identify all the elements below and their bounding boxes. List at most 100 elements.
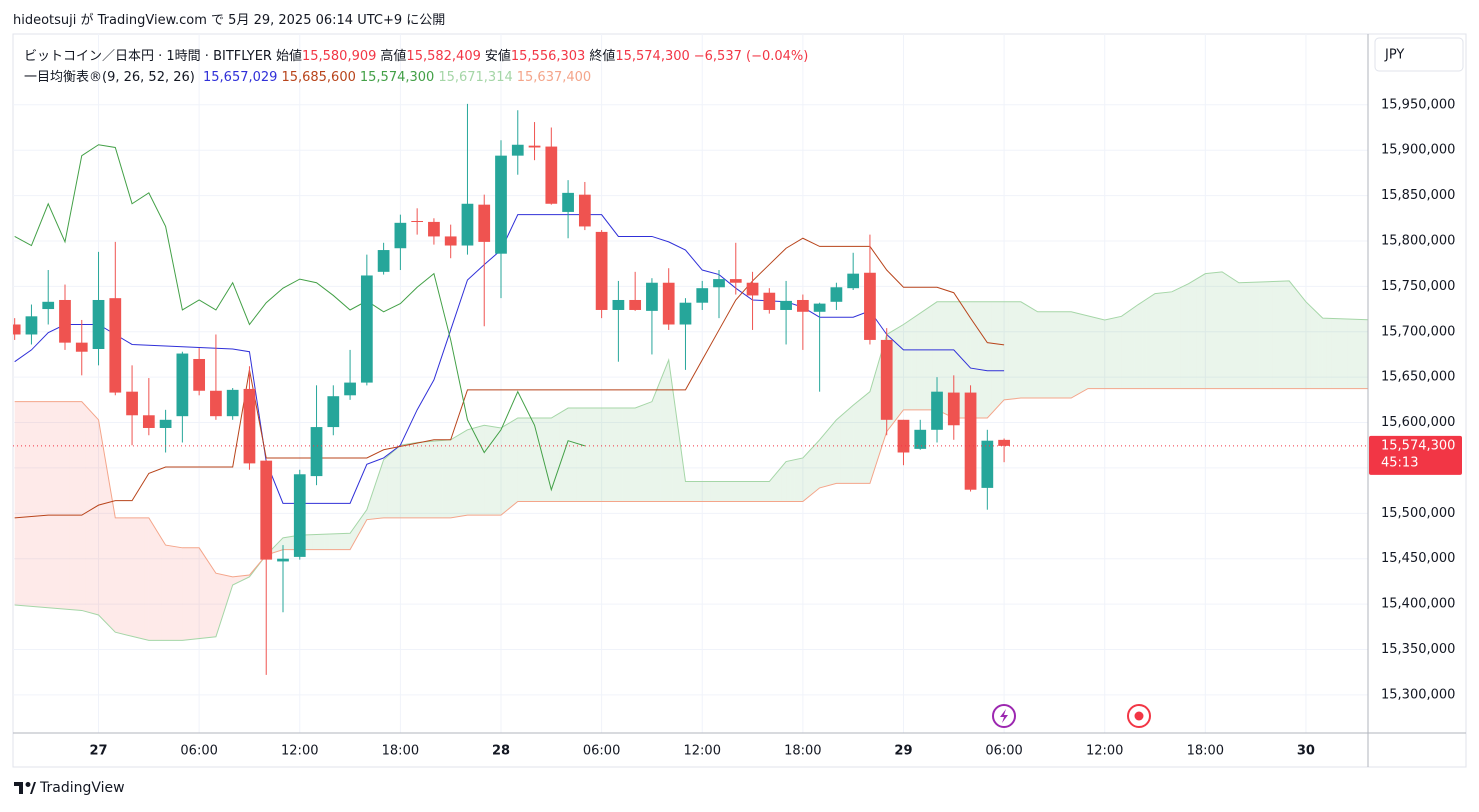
cloud-fill xyxy=(501,425,506,516)
indicator-line xyxy=(14,237,1005,519)
x-tick-label: 18:00 xyxy=(1187,744,1224,759)
cloud-fill xyxy=(341,533,346,550)
cloud-fill xyxy=(459,432,464,517)
cloud-fill xyxy=(1134,304,1139,389)
cloud-fill xyxy=(1226,274,1231,389)
candle-body xyxy=(42,301,55,310)
cloud-fill xyxy=(23,401,28,607)
cloud-fill xyxy=(957,301,963,418)
cloud-fill xyxy=(1259,281,1265,389)
brand: TradingView xyxy=(40,780,125,796)
cloud-fill xyxy=(748,481,753,502)
indicator-params: (9, 26, 52, 26) xyxy=(102,70,195,85)
cloud-fill xyxy=(228,575,233,598)
cloud-fill xyxy=(509,420,514,509)
cloud-fill xyxy=(333,533,338,550)
cloud-fill xyxy=(404,443,409,518)
candle-body xyxy=(713,279,725,288)
candle-body xyxy=(562,192,574,212)
cloud-fill xyxy=(1209,272,1214,389)
y-tick-label: 15,600,000 xyxy=(1381,415,1455,430)
cloud-fill xyxy=(375,472,380,519)
cloud-fill xyxy=(324,534,330,550)
cloud-fill xyxy=(85,406,91,613)
cloud-fill xyxy=(1280,281,1285,389)
candle-body xyxy=(679,302,692,325)
y-tick-label: 15,400,000 xyxy=(1381,597,1455,612)
cloud-fill xyxy=(442,440,447,518)
cloud-fill xyxy=(953,301,958,418)
candle-body xyxy=(612,299,625,310)
cloud-fill xyxy=(1272,281,1277,389)
cloud-fill xyxy=(1196,276,1202,389)
candle-body xyxy=(511,144,524,156)
cloud-fill xyxy=(127,517,133,637)
change: −6,537 (−0.04%) xyxy=(693,49,809,64)
y-tick-label: 15,350,000 xyxy=(1381,642,1455,657)
candle-body xyxy=(813,303,826,312)
cloud-fill xyxy=(1343,318,1348,389)
indicator-line xyxy=(14,214,1005,504)
x-tick-label: 30 xyxy=(1297,744,1315,759)
cloud-fill xyxy=(492,426,497,516)
currency-button[interactable] xyxy=(1374,37,1464,72)
cloud-fill xyxy=(983,301,988,418)
cloud-fill xyxy=(857,398,862,484)
cloud-fill xyxy=(119,517,124,635)
candle-body xyxy=(428,221,440,237)
cloud-fill xyxy=(903,321,908,410)
cloud-fill xyxy=(467,428,472,516)
cloud-fill xyxy=(132,517,137,638)
cloud-fill xyxy=(1155,293,1160,389)
cloud-fill xyxy=(874,363,879,471)
x-tick-label: 29 xyxy=(894,744,912,759)
cloud-fill xyxy=(408,443,413,518)
cloud-fill xyxy=(111,493,116,633)
cloud-fill xyxy=(1352,319,1357,389)
candle-body xyxy=(830,287,843,302)
cloud-fill xyxy=(672,390,678,502)
y-tick-label: 15,800,000 xyxy=(1381,233,1455,248)
cloud-fill xyxy=(387,452,392,518)
cloud-fill xyxy=(106,468,112,628)
x-tick-label: 28 xyxy=(492,744,510,759)
cloud-fill xyxy=(630,408,636,502)
cloud-fill xyxy=(123,517,128,636)
cloud-fill xyxy=(48,401,53,609)
candle-body xyxy=(696,288,709,303)
event-icon[interactable] xyxy=(992,704,1016,728)
cloud-fill xyxy=(1121,313,1126,389)
cloud-fill xyxy=(1029,306,1034,399)
candle-body xyxy=(796,299,809,312)
cloud-fill xyxy=(1301,296,1306,389)
cloud-fill xyxy=(899,324,904,416)
cloud-fill xyxy=(597,408,602,502)
cloud-fill xyxy=(815,439,820,492)
symbol: ビットコイン／日本円 · 1時間 · BITFLYER xyxy=(24,49,272,64)
ohlc-label: 高値 xyxy=(380,49,407,64)
cloud-fill xyxy=(1146,296,1151,389)
cloud-fill xyxy=(1339,318,1344,389)
cloud-fill xyxy=(463,429,468,516)
cloud-fill xyxy=(136,517,141,639)
cloud-fill xyxy=(1230,277,1235,389)
cloud-fill xyxy=(593,408,598,502)
cloud-fill xyxy=(1264,281,1269,389)
cloud-fill xyxy=(693,481,699,502)
event-icon[interactable] xyxy=(1127,704,1151,728)
cloud-fill xyxy=(396,445,401,518)
candle-body xyxy=(880,339,893,420)
ohlc-label: 終値 xyxy=(589,49,616,64)
cloud-fill xyxy=(1033,309,1038,399)
cloud-fill xyxy=(1251,282,1256,389)
cloud-fill xyxy=(153,524,158,641)
cloud-fill xyxy=(94,415,99,615)
cloud-fill xyxy=(178,547,183,641)
cloud-fill xyxy=(320,534,325,550)
candle-body xyxy=(92,299,105,350)
cloud-fill xyxy=(568,408,573,502)
cloud-fill xyxy=(1331,318,1336,389)
cloud-fill xyxy=(781,461,787,502)
currency-label: JPY xyxy=(1384,48,1404,63)
